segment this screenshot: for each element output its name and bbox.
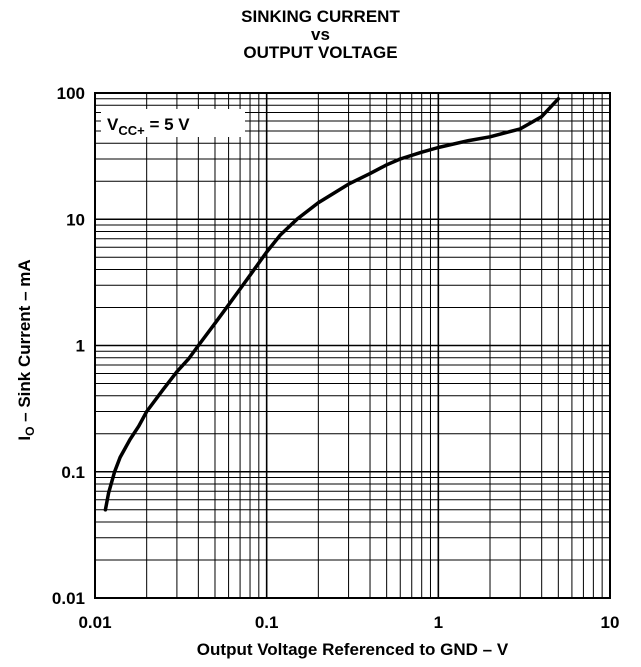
x-tick-label: 10: [601, 613, 620, 632]
x-tick-label: 0.1: [255, 613, 279, 632]
annotation-background: [101, 109, 245, 137]
y-tick-label: 0.01: [52, 589, 85, 608]
tick-labels: 0.01 0.1 1 10 100 10 1 0.1 0.01: [52, 84, 620, 632]
y-tick-label: 100: [57, 84, 85, 103]
y-tick-label: 1: [76, 337, 85, 356]
x-tick-label: 0.01: [78, 613, 111, 632]
plot-frame: [94, 92, 611, 599]
annotation-subscript: CC+: [118, 123, 145, 138]
y-tick-label: 0.1: [61, 463, 85, 482]
series-line: [103, 97, 561, 512]
x-tick-label: 1: [434, 613, 443, 632]
annotation-main: V: [107, 115, 119, 134]
annotation-text: VCC+ = 5 V: [107, 115, 190, 138]
x-axis-label: Output Voltage Referenced to GND – V: [196, 640, 509, 659]
grid-lines: [94, 93, 610, 599]
annotation-box: VCC+ = 5 V: [101, 109, 245, 138]
annotation-rest: = 5 V: [145, 115, 191, 134]
y-tick-label: 10: [66, 210, 85, 229]
chart-title-line-2: vs: [311, 25, 330, 44]
chart-title-line-1: SINKING CURRENT: [241, 7, 400, 26]
chart-title-line-3: OUTPUT VOLTAGE: [243, 43, 398, 62]
